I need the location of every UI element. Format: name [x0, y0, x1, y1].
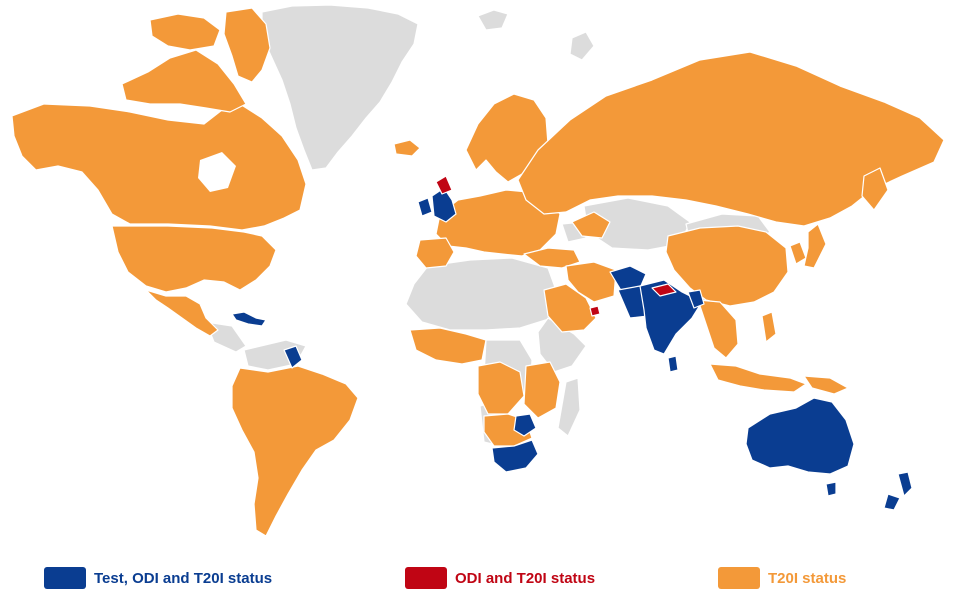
region-bangladesh [687, 289, 705, 309]
region-united-states [111, 225, 277, 293]
region-uae [589, 305, 601, 317]
region-kamchatka [861, 167, 889, 211]
region-greenland [261, 4, 419, 171]
region-west-indies [231, 311, 267, 327]
region-zimbabwe [513, 413, 537, 437]
legend-label-t20i: T20I status [768, 569, 847, 587]
region-south-africa [491, 439, 539, 473]
legend-item-odi-t20i: ODI and T20I status [405, 566, 595, 590]
legend-item-test-odi-t20i: Test, ODI and T20I status [44, 566, 272, 590]
region-iran-middle-east [565, 261, 617, 303]
region-madagascar-grey [557, 377, 581, 437]
region-novaya-zemlya [569, 31, 595, 61]
region-east-africa [523, 361, 561, 419]
region-sri-lanka [667, 355, 679, 373]
region-europe [435, 189, 561, 257]
region-japan [803, 223, 827, 269]
region-australia [745, 397, 855, 475]
region-central-africa [477, 361, 525, 415]
legend-swatch-odi-t20i [405, 567, 447, 589]
region-west-africa [409, 327, 487, 365]
region-indochina [697, 299, 739, 359]
legend-label-odi-t20i: ODI and T20I status [455, 569, 596, 587]
region-north-africa [405, 257, 557, 331]
region-india [639, 279, 703, 355]
region-philippines [761, 311, 777, 343]
region-alaska-canada [11, 103, 307, 231]
region-new-zealand-south [883, 493, 901, 511]
region-scotland [435, 175, 453, 195]
region-central-asia [571, 211, 611, 239]
region-tasmania [825, 481, 837, 497]
region-iceland [393, 139, 421, 157]
region-nepal [651, 283, 677, 297]
world-map [11, 4, 945, 537]
region-baffin [223, 7, 271, 83]
region-ireland [417, 197, 433, 217]
region-arctic-islands-north [149, 13, 221, 51]
region-saudi-arabia [543, 283, 597, 333]
legend-item-t20i: T20I status [718, 566, 846, 590]
region-hudson-bay-gap [198, 152, 236, 192]
legend-swatch-test-odi-t20i [44, 567, 86, 589]
legend-swatch-t20i [718, 567, 760, 589]
region-guyana [283, 345, 303, 369]
legend-label-test-odi-t20i: Test, ODI and T20I status [94, 569, 273, 587]
region-indonesia [709, 363, 807, 393]
region-south-america [231, 365, 359, 537]
region-svalbard [477, 9, 509, 31]
region-arctic-islands [121, 49, 247, 113]
region-papua-new-guinea [803, 375, 849, 395]
region-china [665, 225, 789, 307]
region-horn-of-africa [537, 317, 587, 373]
region-mexico-central-america [145, 289, 219, 337]
region-iberia [415, 237, 455, 269]
region-new-zealand-north [897, 471, 913, 497]
region-afghanistan [609, 265, 647, 293]
region-turkey [523, 247, 581, 269]
region-korea [789, 241, 807, 265]
